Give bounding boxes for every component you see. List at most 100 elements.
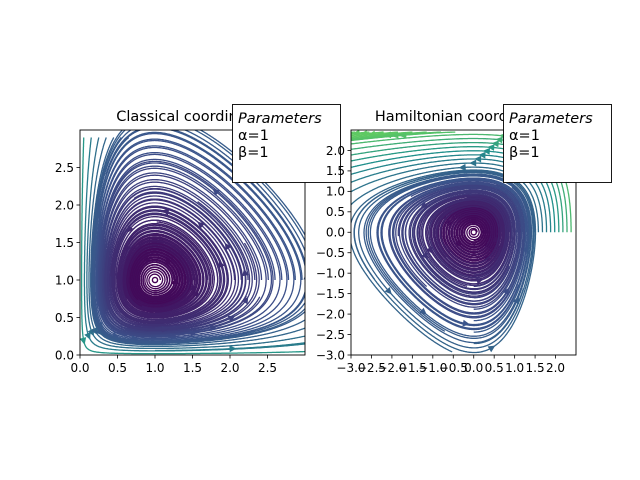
left-x-tick-label: 1.0: [145, 361, 164, 375]
right-streamline: [351, 131, 427, 140]
left-flow-arrow: [80, 337, 87, 345]
right-flow-arrow: [384, 287, 392, 295]
right-flow-arrow: [487, 345, 496, 353]
right-y-tick-label: −1.5: [316, 287, 345, 301]
left-streamline: [98, 162, 273, 338]
right-legend-title: Parameters: [509, 111, 593, 127]
right-flow-arrow: [458, 163, 466, 171]
right-y-tick-label: 0.5: [326, 205, 345, 219]
right-streamline: [351, 150, 556, 233]
left-legend-box: [232, 104, 341, 183]
right-legend-beta: β=1: [509, 145, 540, 161]
right-streamline: [365, 174, 532, 337]
left-title: Classical coordinates: [116, 109, 269, 125]
right-flow-arrow: [492, 235, 499, 243]
left-legend: Parameters α=1 β=1: [232, 104, 341, 183]
right-y-tick-label: −2.5: [316, 328, 345, 342]
left-streamline: [129, 248, 187, 305]
left-x-tick-label: 1.5: [183, 361, 202, 375]
left-y-tick-label: 0.5: [55, 311, 74, 325]
right-flow-arrow: [515, 225, 522, 233]
right-flow-arrow: [419, 307, 427, 315]
right-flow-arrow: [502, 287, 510, 296]
left-streamline: [117, 221, 214, 319]
left-fixed-point: [151, 276, 159, 284]
left-flow-arrow: [212, 188, 220, 196]
right-y-tick-label: −2.0: [316, 307, 345, 321]
right-y-tick-label: 2.0: [326, 144, 345, 158]
right-flow-arrow: [399, 131, 407, 139]
left-y-tick-label: 2.5: [55, 161, 74, 175]
right-legend-box: [503, 104, 612, 183]
right-flow-arrow: [474, 155, 482, 163]
left-flow-arrow: [303, 275, 305, 280]
left-y-tick-label: 1.5: [55, 236, 74, 250]
right-flow-arrow: [499, 219, 506, 227]
right-x-tick-label: −0.5: [439, 361, 468, 375]
left-x-tick-label: 2.5: [258, 361, 277, 375]
right-streamline: [353, 170, 535, 349]
right-x-tick-label: −1.0: [418, 361, 447, 375]
right-y-tick-label: 1.5: [326, 164, 345, 178]
right-y-tick-label: −0.5: [316, 246, 345, 260]
left-streamline: [92, 130, 305, 344]
left-axes: 0.0 0.5 1.0 1.5 2.0 2.5 0.0 0.5 1.0 1.5 2.0 2.5 Cla…: [55, 104, 341, 375]
right-streamline: [413, 190, 516, 293]
right-flow-arrow: [420, 201, 428, 209]
right-streamline: [426, 196, 509, 281]
right-streamline: [351, 166, 540, 233]
left-flow-arrow: [241, 296, 249, 305]
right-x-tick-label: 1.0: [505, 361, 524, 375]
left-flow-arrow: [84, 332, 91, 340]
right-x-tick-label: −2.5: [357, 361, 386, 375]
left-flow-arrow: [308, 275, 315, 282]
left-streamline: [104, 187, 247, 332]
left-y-tick-label: 1.0: [55, 273, 74, 287]
right-flow-arrow: [469, 159, 477, 167]
left-streamline: [90, 137, 305, 346]
right-ticks: −3.0−2.5−2.0−1.5−1.0−0.50.0 0.5 1.0 1.5 2.0−…: [316, 144, 565, 375]
right-streamlines: [351, 130, 572, 354]
right-x-tick-label: −2.0: [377, 361, 406, 375]
right-flow-arrow: [464, 188, 472, 196]
right-flow-arrow: [482, 147, 490, 155]
left-flow-arrow: [192, 289, 199, 298]
right-x-tick-label: 0.0: [464, 361, 483, 375]
right-y-tick-label: 1.0: [326, 185, 345, 199]
right-streamline: [351, 137, 568, 233]
left-flow-arrow: [161, 325, 169, 333]
left-streamline: [96, 153, 281, 338]
left-streamline: [83, 137, 305, 352]
right-axes-frame: [350, 129, 577, 356]
right-flow-arrow: [478, 151, 486, 159]
left-streamline: [95, 146, 288, 340]
left-streamline: [106, 191, 244, 329]
left-x-tick-label: 2.0: [220, 361, 239, 375]
right-y-tick-label: −1.0: [316, 266, 345, 280]
left-streamline: [101, 174, 261, 335]
left-legend-title: Parameters: [238, 111, 322, 127]
right-streamline: [418, 194, 512, 285]
left-flow-arrow: [224, 242, 232, 251]
right-x-tick-label: −1.5: [398, 361, 427, 375]
left-flow-arrow: [91, 327, 98, 335]
right-streamline: [397, 185, 521, 306]
left-streamline: [86, 137, 305, 350]
left-streamline: [80, 137, 305, 355]
left-streamline: [93, 132, 302, 342]
right-streamline: [389, 181, 525, 318]
right-y-tick-label: −3.0: [316, 348, 345, 362]
right-x-tick-label: −3.0: [336, 361, 365, 375]
right-fixed-point: [470, 228, 478, 236]
right-streamline: [351, 154, 552, 233]
right-streamline: [351, 158, 548, 233]
left-streamline: [110, 206, 228, 324]
right-streamline: [409, 190, 516, 297]
right-x-tick-label: 1.5: [526, 361, 545, 375]
right-flow-arrow: [426, 246, 433, 254]
left-flow-arrow: [124, 244, 131, 253]
left-legend-beta: β=1: [238, 145, 269, 161]
right-flow-arrow: [491, 140, 499, 148]
right-flow-arrow: [495, 136, 503, 144]
